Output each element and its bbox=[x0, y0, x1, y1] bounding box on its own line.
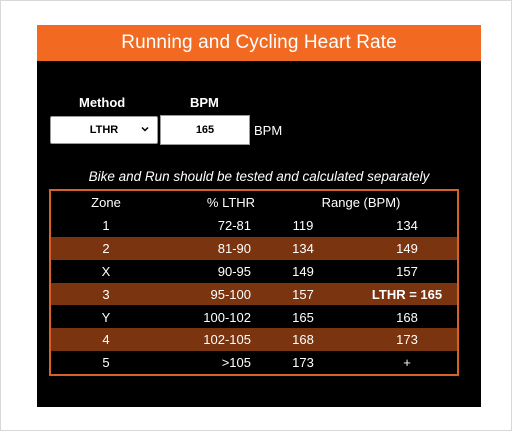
range-low-cell: 157 bbox=[292, 286, 314, 302]
range-low-cell: 149 bbox=[292, 263, 314, 279]
table-row: X 90-95 149 157 bbox=[51, 260, 457, 283]
table-row: 2 81-90 134 149 bbox=[51, 236, 457, 260]
table-row: 4 102-105 168 173 bbox=[51, 328, 457, 352]
zone-cell: 3 bbox=[102, 286, 110, 302]
header-zone: Zone bbox=[91, 195, 121, 210]
lthr-marker-cell: LTHR = 165 bbox=[371, 286, 443, 302]
pct-cell: >105 bbox=[221, 355, 251, 371]
zone-cell: 1 bbox=[102, 217, 110, 233]
header-range: Range (BPM) bbox=[321, 195, 401, 210]
table-row: 1 72-81 119 134 bbox=[51, 214, 457, 237]
range-low-cell: 168 bbox=[292, 332, 314, 348]
pct-cell: 100-102 bbox=[203, 309, 251, 325]
range-high-cell: + bbox=[403, 355, 411, 371]
zone-cell: 5 bbox=[102, 355, 110, 371]
zone-cell: Y bbox=[101, 309, 111, 325]
pct-cell: 72-81 bbox=[217, 217, 251, 233]
zone-table: Zone % LTHR Range (BPM) 1 72-81 119 134 … bbox=[49, 189, 459, 376]
zone-cell: X bbox=[101, 263, 111, 279]
bpm-input[interactable]: 165 bbox=[160, 115, 250, 145]
pct-cell: 81-90 bbox=[217, 240, 251, 256]
range-high-cell: 157 bbox=[396, 263, 418, 279]
pct-cell: 90-95 bbox=[217, 263, 251, 279]
chevron-down-icon bbox=[141, 126, 149, 132]
method-label: Method bbox=[79, 95, 126, 110]
range-low-cell: 119 bbox=[292, 217, 314, 233]
method-select-value: LTHR bbox=[89, 124, 119, 136]
zone-cell: 4 bbox=[102, 332, 110, 348]
testing-note: Bike and Run should be tested and calcul… bbox=[88, 169, 430, 184]
pct-cell: 102-105 bbox=[203, 332, 251, 348]
pct-cell: 95-100 bbox=[210, 286, 251, 302]
header-pct: % LTHR bbox=[206, 195, 256, 210]
range-low-cell: 134 bbox=[292, 240, 314, 256]
range-low-cell: 165 bbox=[292, 309, 314, 325]
page-title: Running and Cycling Heart Rate bbox=[37, 25, 481, 61]
range-high-cell: 168 bbox=[396, 309, 418, 325]
bpm-label: BPM bbox=[190, 95, 219, 110]
page-frame: Running and Cycling Heart Rate Method BP… bbox=[0, 0, 512, 431]
table-row: 5 >105 173 + bbox=[51, 351, 457, 374]
calculator-panel: Running and Cycling Heart Rate Method BP… bbox=[37, 25, 481, 407]
range-high-cell: 149 bbox=[396, 240, 418, 256]
range-low-cell: 173 bbox=[292, 355, 314, 371]
range-high-cell: 173 bbox=[396, 332, 418, 348]
method-select[interactable]: LTHR bbox=[50, 116, 158, 144]
table-row: Y 100-102 165 168 bbox=[51, 306, 457, 329]
range-high-cell: 134 bbox=[396, 217, 418, 233]
table-header-row: Zone % LTHR Range (BPM) bbox=[51, 191, 457, 214]
bpm-input-value: 165 bbox=[195, 124, 215, 136]
table-row: 3 95-100 157 LTHR = 165 bbox=[51, 282, 457, 306]
zone-cell: 2 bbox=[102, 240, 110, 256]
bpm-unit-label: BPM bbox=[254, 123, 283, 138]
